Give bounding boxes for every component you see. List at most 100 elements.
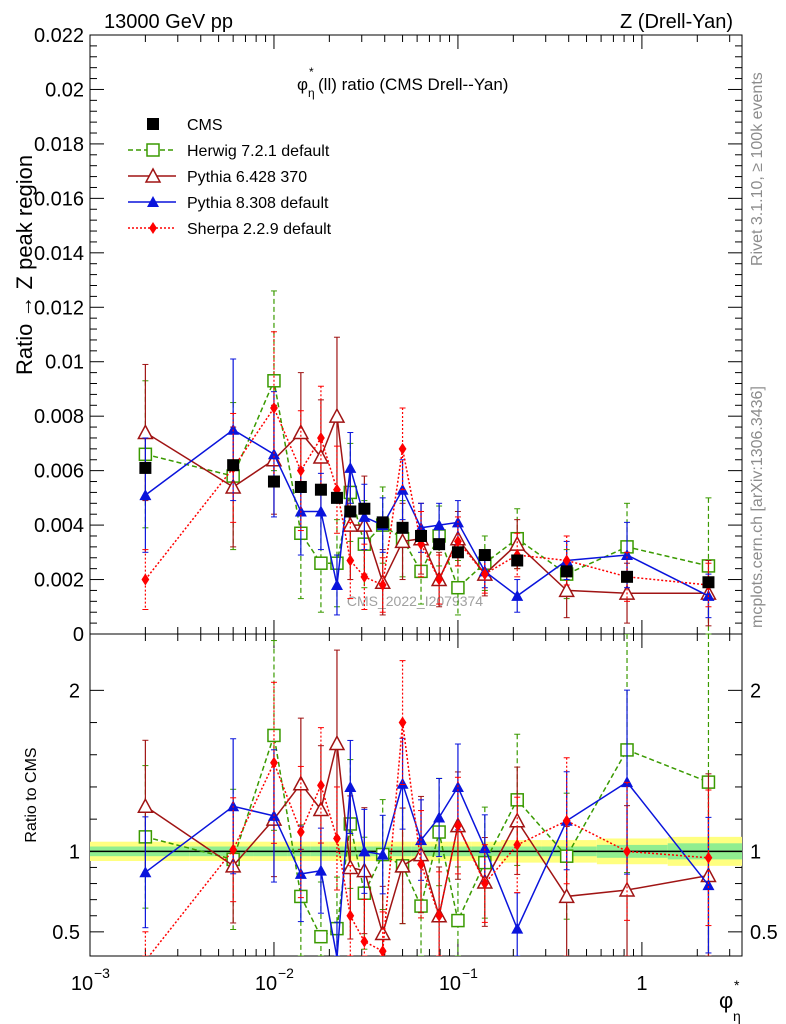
svg-text:10: 10 — [439, 973, 461, 995]
data-point — [558, 887, 575, 904]
title-rest: (ll) ratio (CMS Drell--Yan) — [318, 75, 508, 94]
data-point — [227, 800, 240, 812]
data-point — [358, 845, 371, 857]
data-point — [139, 866, 152, 878]
data-point — [398, 716, 407, 729]
lower-series-layer — [137, 634, 717, 956]
data-point — [139, 489, 152, 501]
xtick-label: 10 −1 — [439, 965, 478, 995]
data-point — [344, 505, 357, 518]
data-point — [330, 491, 343, 504]
upper-ytick-label: 0.016 — [34, 188, 84, 210]
lower-ytick-label-right: 1 — [750, 841, 761, 863]
data-point — [360, 570, 369, 583]
data-point — [433, 811, 446, 823]
data-point — [702, 879, 715, 891]
lower-plot-frame — [89, 633, 743, 957]
data-point — [314, 929, 328, 944]
data-point — [558, 581, 575, 598]
data-point — [267, 448, 280, 460]
data-point — [508, 812, 526, 828]
data-point — [346, 554, 355, 567]
svg-text:10: 10 — [255, 973, 277, 995]
data-point — [227, 459, 240, 472]
data-point — [344, 461, 357, 473]
data-point — [358, 502, 371, 515]
data-point — [454, 819, 462, 832]
upper-ytick-label: 0.004 — [34, 515, 84, 537]
data-point — [267, 475, 280, 488]
upper-axes: 0 0.002 0.004 0.006 0.008 0.01 0.012 0.014 0.016… — [34, 25, 742, 646]
upper-y-axis-title: Ratio → Z peak region — [12, 155, 37, 375]
data-point — [704, 851, 713, 864]
data-point — [396, 521, 409, 534]
xtick-label: 10 −2 — [255, 965, 294, 995]
lower-ytick-label: 1 — [69, 841, 80, 863]
legend-entry: CMS — [147, 117, 223, 134]
data-point — [417, 538, 425, 551]
upper-ytick-label: 0.006 — [34, 461, 84, 483]
series-line — [144, 781, 710, 956]
xtitle-eta: η — [733, 1008, 741, 1024]
data-point — [435, 573, 444, 586]
upper-ytick-label: 0.01 — [45, 352, 84, 374]
data-point — [314, 505, 327, 517]
data-point — [344, 780, 357, 792]
data-point — [396, 777, 409, 789]
series-line — [148, 722, 709, 956]
lower-ytick-label: 0.5 — [52, 922, 80, 944]
data-point — [394, 532, 411, 549]
series-line — [144, 406, 709, 587]
series-sherpa-2-2-9-default — [142, 660, 713, 956]
data-point — [621, 549, 634, 561]
xtick-label: 1 — [636, 973, 647, 995]
data-point — [328, 407, 346, 423]
legend-label: Pythia 8.308 default — [187, 195, 329, 212]
svg-text:1: 1 — [636, 973, 647, 995]
data-point — [454, 535, 462, 548]
data-point — [621, 776, 634, 788]
legend-label: Pythia 6.428 370 — [187, 169, 307, 186]
title-phi: φ — [297, 75, 308, 94]
upper-chart-title: φ * η (ll) ratio (CMS Drell--Yan) — [297, 65, 508, 100]
data-point — [296, 826, 305, 839]
data-point — [417, 858, 425, 871]
data-point — [562, 814, 571, 827]
upper-ytick-label: 0.014 — [34, 243, 84, 265]
data-point — [513, 838, 522, 851]
data-point — [358, 510, 371, 522]
mcplots-label: mcplots.cern.ch [arXiv:1306.3436] — [749, 386, 766, 628]
upper-ytick-label: 0.012 — [34, 297, 84, 319]
legend-entry: Pythia 6.428 370 — [128, 167, 307, 186]
xtitle-phi: φ — [719, 988, 733, 1013]
series-cms — [139, 459, 715, 589]
data-point — [296, 464, 305, 477]
series-pythia-8-308-default — [139, 689, 715, 956]
data-point — [511, 589, 524, 601]
data-point — [314, 864, 327, 876]
rivet-label: Rivet 3.1.10, ≥ 100k events — [749, 72, 766, 266]
data-point — [560, 565, 573, 578]
data-point — [147, 118, 159, 130]
data-point — [346, 909, 355, 922]
data-point — [451, 913, 465, 928]
svg-text:−2: −2 — [278, 965, 294, 981]
data-point — [137, 423, 154, 440]
series-line — [145, 378, 709, 590]
lower-ytick-label-right: 2 — [750, 680, 761, 702]
legend-label: CMS — [187, 117, 223, 134]
series-line — [144, 428, 709, 597]
xtick-label: 10 −3 — [71, 965, 110, 995]
x-axis-title: φ * η — [719, 977, 741, 1024]
data-point — [511, 922, 524, 934]
data-point — [435, 909, 444, 922]
data-point — [314, 483, 327, 496]
data-point — [478, 549, 491, 562]
data-point — [139, 461, 152, 474]
data-point — [480, 568, 489, 581]
data-point — [333, 832, 341, 845]
legend-label: Sherpa 2.2.9 default — [187, 221, 332, 238]
data-point — [147, 196, 159, 207]
data-point — [229, 843, 238, 856]
upper-ytick-label: 0.018 — [34, 134, 84, 156]
